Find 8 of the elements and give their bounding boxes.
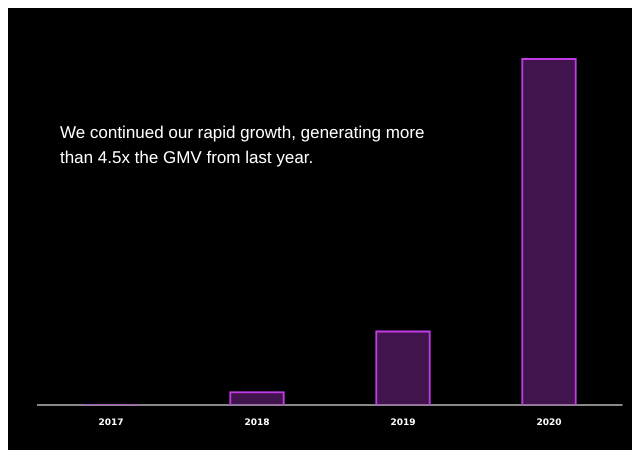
bar <box>229 391 285 406</box>
text: We continued our rapid growth, generating more than 4.5x the GMV from last year. <box>60 122 426 169</box>
x-tick-label: 2018 <box>244 418 270 428</box>
bar <box>375 330 431 406</box>
x-tick-label: 2017 <box>98 418 124 428</box>
x-tick-label: 2019 <box>390 418 416 428</box>
bar <box>521 58 577 406</box>
x-tick-label: 2020 <box>536 418 562 428</box>
